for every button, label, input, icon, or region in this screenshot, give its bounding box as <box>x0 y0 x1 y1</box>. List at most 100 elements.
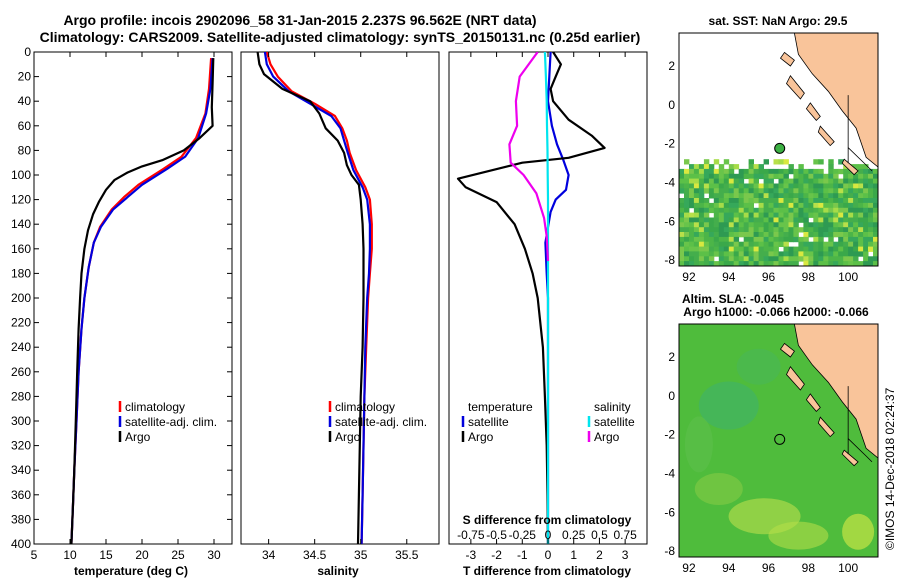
sst-pixel <box>823 198 829 204</box>
sst-pixel <box>728 168 735 175</box>
sst-pixel <box>743 232 750 238</box>
sst-pixel <box>698 217 705 223</box>
sst-pixel <box>833 188 839 194</box>
sst-pixel <box>738 217 745 223</box>
sst-pixel <box>743 246 750 252</box>
sst-pixel <box>679 202 685 209</box>
sst-pixel <box>738 227 745 233</box>
sst-pixel <box>684 168 690 175</box>
sst-pixel <box>848 256 854 262</box>
sst-pixel <box>773 261 779 266</box>
sst-pixel <box>803 222 809 228</box>
sst-pixel <box>863 183 869 189</box>
sst-pixel <box>703 212 710 218</box>
sst-pixel <box>863 251 869 257</box>
sst-pixel <box>793 251 799 257</box>
sst-pixel <box>818 183 824 189</box>
sst-pixel <box>684 202 690 209</box>
sst-pixel <box>723 246 730 252</box>
sst-pixel <box>833 178 839 184</box>
sst-pixel <box>763 173 769 180</box>
sst-pixel <box>798 217 804 223</box>
sst-pixel <box>783 261 789 266</box>
sst-pixel <box>698 227 705 233</box>
sla-map-island <box>779 342 795 358</box>
sst-pixel <box>873 168 878 175</box>
s-difference-xlabel: S difference from climatology <box>463 513 632 527</box>
sst-pixel <box>848 188 854 194</box>
sst-pixel <box>803 261 809 266</box>
sst-pixel <box>843 261 849 266</box>
sst-pixel <box>838 217 844 223</box>
sla-map-title: Altim. SLA: -0.045 <box>682 292 784 306</box>
sst-pixel <box>783 217 789 223</box>
sst-pixel <box>828 232 834 238</box>
sst-pixel <box>808 198 814 204</box>
sst-pixel <box>708 261 715 266</box>
sla-map-ytick-label: -2 <box>664 428 675 442</box>
sst-pixel <box>738 178 745 184</box>
sst-pixel <box>738 198 745 204</box>
sst-pixel <box>763 251 769 257</box>
sst-map <box>678 32 879 267</box>
sst-pixel <box>863 236 869 243</box>
sst-pixel <box>773 217 779 223</box>
sst-pixel <box>833 193 839 199</box>
legend-label-satellite: satellite-adj. clim. <box>335 415 427 429</box>
sst-pixel <box>823 256 829 262</box>
sst-pixel <box>838 202 844 209</box>
sst-pixel <box>808 173 814 180</box>
sst-pixel <box>818 168 824 175</box>
sst-pixel <box>858 251 864 257</box>
sst-pixel <box>873 188 878 194</box>
sst-pixel <box>818 202 824 209</box>
sst-pixel <box>818 261 824 266</box>
sst-pixel <box>813 198 819 204</box>
sst-pixel <box>863 164 869 170</box>
sst-pixel <box>698 251 705 257</box>
sst-pixel <box>773 241 779 247</box>
temperature-xtick-label: 10 <box>63 548 77 562</box>
sst-pixel <box>868 232 874 238</box>
sst-pixel <box>848 232 854 238</box>
temperature-ytick-label: 20 <box>18 70 32 84</box>
sst-pixel <box>708 188 715 194</box>
sst-pixel <box>853 232 859 238</box>
sst-pixel <box>748 159 754 165</box>
sst-pixel <box>773 236 779 243</box>
sst-pixel <box>833 173 839 180</box>
sst-pixel <box>818 193 824 199</box>
sst-pixel <box>823 207 829 214</box>
title-line2: Climatology: CARS2009. Satellite-adjuste… <box>40 29 641 45</box>
temperature-ytick-label: 360 <box>11 488 31 502</box>
sst-map-xtick-label: 94 <box>722 270 736 284</box>
sst-pixel <box>748 256 754 262</box>
sst-pixel <box>758 232 764 238</box>
sst-pixel <box>693 256 700 262</box>
sst-pixel <box>703 173 710 180</box>
sst-pixel <box>733 251 740 257</box>
sst-pixel <box>689 164 695 170</box>
sst-pixel <box>713 236 720 243</box>
difference-xtick-label: -3 <box>466 548 477 562</box>
sst-pixel <box>693 198 700 204</box>
temperature-ytick-label: 100 <box>11 168 31 182</box>
sst-pixel <box>758 183 764 189</box>
footer-credit: ©IMOS 14-Dec-2018 02:24:37 <box>883 387 897 550</box>
sla-map-argo-marker <box>774 433 786 445</box>
sst-pixel <box>803 198 809 204</box>
sst-pixel <box>818 251 824 257</box>
sst-pixel <box>748 227 754 233</box>
sst-pixel <box>858 207 864 214</box>
sst-pixel <box>803 241 809 247</box>
sst-pixel <box>733 236 740 243</box>
legend-title-temperature: temperature <box>468 400 533 414</box>
sst-pixel <box>813 246 819 252</box>
sst-pixel <box>758 222 764 228</box>
sst-pixel <box>689 241 695 247</box>
title-line1: Argo profile: incois 2902096_58 31-Jan-2… <box>63 12 536 28</box>
sst-pixel <box>768 183 774 189</box>
sst-pixel <box>723 198 730 204</box>
temperature-xtick-label: 30 <box>207 548 221 562</box>
sst-pixel <box>684 236 690 243</box>
